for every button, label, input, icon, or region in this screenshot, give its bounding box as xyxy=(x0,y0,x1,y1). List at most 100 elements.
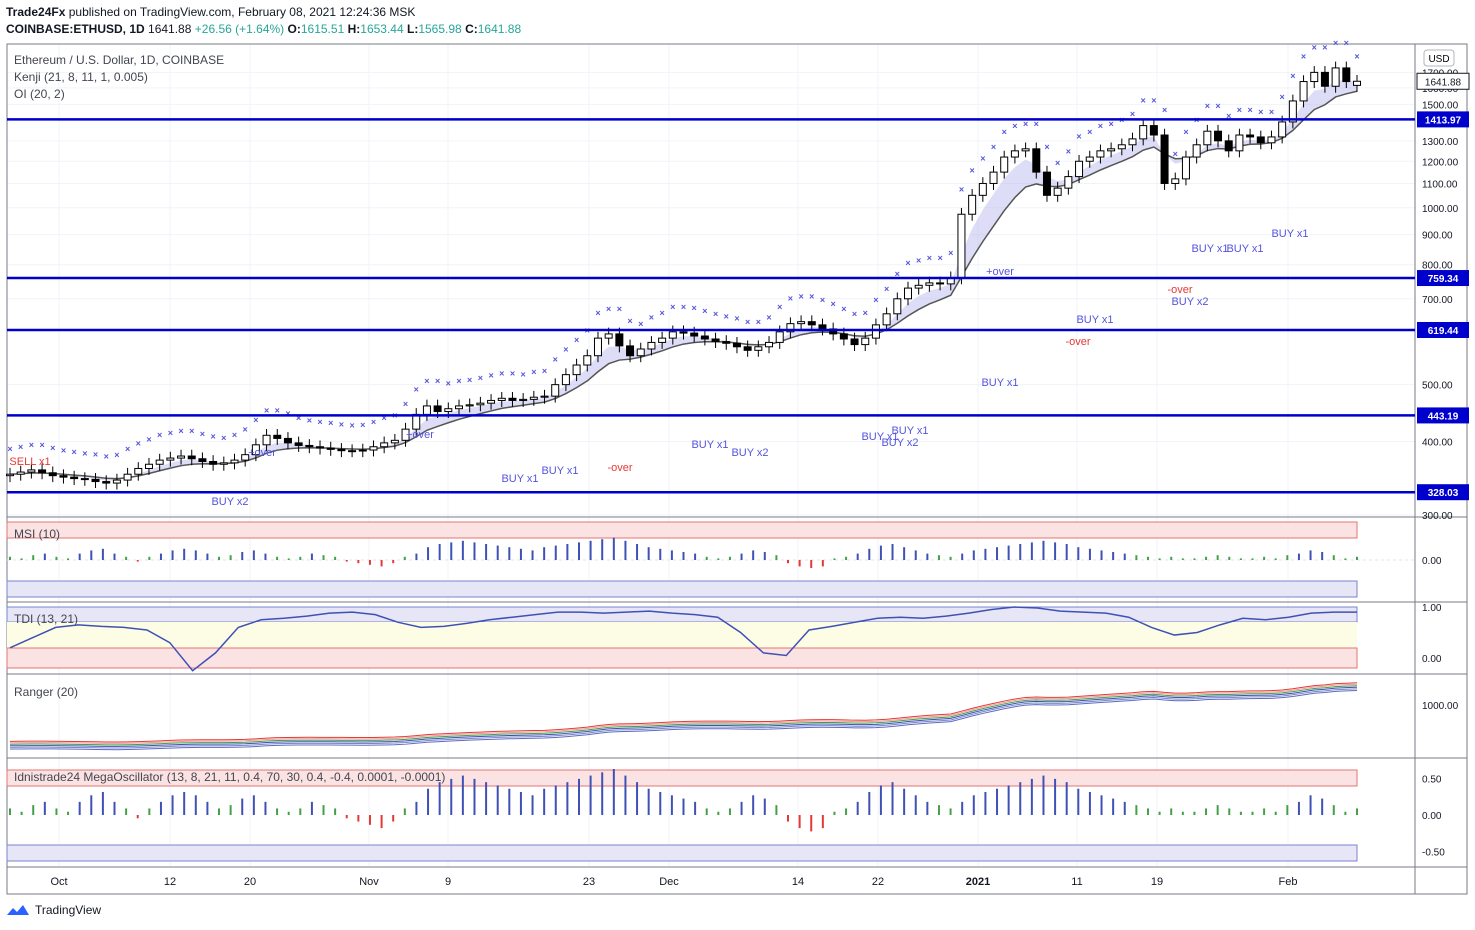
candle-body xyxy=(166,457,175,461)
candle-body xyxy=(775,331,784,343)
candle-body xyxy=(1342,67,1351,83)
tdi-line xyxy=(9,606,1357,672)
signal-annotation: +over xyxy=(248,447,276,459)
signal-annotation: BUY x1 xyxy=(891,425,928,437)
candle-body xyxy=(1075,160,1084,178)
signal-marker: × xyxy=(606,304,611,314)
signal-marker: × xyxy=(1034,119,1039,129)
candle-body xyxy=(187,455,196,460)
publish-info: Trade24Fx published on TradingView.com, … xyxy=(6,5,415,19)
candle-body xyxy=(1000,156,1009,173)
candle-body xyxy=(1032,148,1041,173)
candle-body xyxy=(316,446,325,449)
signal-marker: × xyxy=(831,299,836,309)
signal-marker: × xyxy=(210,431,215,441)
candle-body xyxy=(455,405,463,410)
candle-body xyxy=(519,398,528,401)
candle-body xyxy=(38,469,47,474)
candle-body xyxy=(1064,176,1073,189)
signal-marker: × xyxy=(1322,42,1327,52)
candle-body xyxy=(476,402,485,406)
signal-marker: × xyxy=(777,302,782,312)
signal-marker: × xyxy=(168,428,173,438)
candle-body xyxy=(1353,80,1361,86)
tdi-lower-zone xyxy=(6,647,1358,669)
signal-marker: × xyxy=(157,430,162,440)
signal-marker: × xyxy=(104,452,109,462)
price-badge-label: 1641.88 xyxy=(1425,77,1462,88)
candle-body xyxy=(337,448,346,452)
signal-marker: × xyxy=(521,369,526,379)
x-tick-label: Dec xyxy=(659,876,679,888)
candle-body xyxy=(893,298,902,315)
legend-ranger: Ranger (20) xyxy=(14,685,78,699)
candle-body xyxy=(561,374,570,386)
currency-badge[interactable]: USD xyxy=(1423,49,1455,67)
candle-body xyxy=(861,337,870,346)
candle-body xyxy=(358,449,367,452)
candle-body xyxy=(1160,134,1169,184)
level-label: 759.34 xyxy=(1428,274,1459,285)
signal-marker: × xyxy=(1108,119,1113,129)
c-label: C: xyxy=(465,22,478,36)
signal-marker: × xyxy=(1141,96,1146,106)
signal-marker: × xyxy=(253,415,258,425)
signal-marker: × xyxy=(1301,52,1306,62)
candle-body xyxy=(251,444,260,456)
candle-body xyxy=(1128,138,1137,146)
signal-annotation: BUY x1 xyxy=(981,377,1018,389)
legend-oi: OI (20, 2) xyxy=(14,87,65,101)
candle-body xyxy=(807,321,816,326)
legend-mega: Idnistrade24 MegaOscillator (13, 8, 21, … xyxy=(14,770,445,784)
candle-body xyxy=(48,472,57,477)
candle-body xyxy=(968,194,977,215)
signal-marker: × xyxy=(863,308,868,318)
legend-title: Ethereum / U.S. Dollar, 1D, COINBASE xyxy=(14,53,224,67)
candle-body xyxy=(711,338,720,343)
signal-marker: × xyxy=(18,442,23,452)
signal-marker: × xyxy=(713,309,718,319)
signal-annotation: BUY x1 xyxy=(1226,243,1263,255)
published-text: published on TradingView.com, February 0… xyxy=(68,5,416,19)
candle-body xyxy=(818,324,827,330)
signal-marker: × xyxy=(317,417,322,427)
ranger-line xyxy=(9,686,1358,747)
signal-marker: × xyxy=(1354,51,1359,61)
level-badge xyxy=(1417,484,1469,501)
candle-body xyxy=(1096,150,1105,158)
candle-body xyxy=(668,331,677,339)
signal-marker: × xyxy=(873,295,878,305)
signal-marker: × xyxy=(93,449,98,459)
candle-body xyxy=(59,475,68,478)
candle-body xyxy=(380,442,389,448)
signal-marker: × xyxy=(371,417,376,427)
level-badge xyxy=(1417,321,1469,338)
mega-pane xyxy=(6,769,1358,862)
signal-marker: × xyxy=(456,376,461,386)
signal-marker: × xyxy=(435,376,440,386)
tdi-mid-zone xyxy=(7,622,1357,648)
candle-body xyxy=(679,331,688,334)
signal-marker: × xyxy=(916,255,921,265)
candle-body xyxy=(882,313,891,326)
signal-marker: × xyxy=(72,447,77,457)
msi-lower-zone xyxy=(6,580,1358,598)
candle-body xyxy=(914,284,923,289)
y-tick-label: 1100.00 xyxy=(1422,179,1458,190)
signal-marker: × xyxy=(189,426,194,436)
tradingview-logo[interactable]: TradingView xyxy=(6,903,101,917)
candle-body xyxy=(326,447,335,450)
candle-body xyxy=(871,324,880,339)
h-value: 1653.44 xyxy=(360,22,404,36)
candle-body xyxy=(1010,150,1019,158)
mega-tick: -0.50 xyxy=(1422,848,1445,859)
signal-marker: × xyxy=(510,368,515,378)
legend-msi: MSI (10) xyxy=(14,527,60,541)
candle-body xyxy=(529,396,538,400)
axes: Oct1220Nov923Dec142220211119Feb1700.0016… xyxy=(50,68,1470,888)
panes xyxy=(6,43,1468,895)
symbol-name: COINBASE:ETHUSD, 1D xyxy=(6,22,145,36)
candle-body xyxy=(754,346,763,351)
candle-body xyxy=(273,434,282,439)
